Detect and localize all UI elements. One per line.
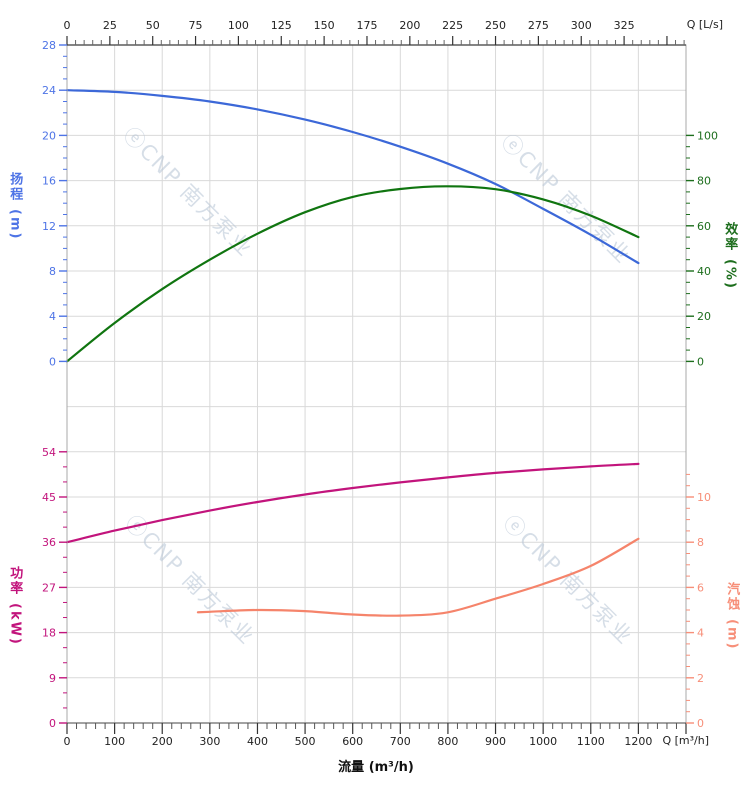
bottom-axis-tick-label: 100	[104, 735, 125, 748]
head-axis-tick-label: 28	[42, 39, 56, 52]
bottom-axis-tick-label: 400	[247, 735, 268, 748]
power-axis-tick-label: 18	[42, 627, 56, 640]
top-axis-tick-label: 250	[485, 19, 506, 32]
head-axis-name: 扬程	[7, 172, 23, 202]
bottom-axis-tick-label: 500	[295, 735, 316, 748]
npsh-axis-title: 汽蚀 (m)	[724, 582, 740, 651]
top-axis-tick-label: 175	[356, 19, 377, 32]
efficiency-axis-title: 效率 (%)	[722, 222, 738, 290]
power-axis-tick-label: 45	[42, 491, 56, 504]
power-curve	[65, 462, 640, 544]
efficiency-axis-tick-label: 100	[697, 129, 718, 142]
cnp-watermark: ⓔCNP 南方泵业	[118, 123, 257, 262]
efficiency-axis-unit: (%)	[722, 259, 738, 290]
npsh-curve	[196, 537, 640, 617]
npsh-axis-tick-label: 6	[697, 581, 704, 594]
bottom-axis-unit-label: Q [m³/h]	[662, 734, 709, 747]
top-axis-tick-label: 75	[189, 19, 203, 32]
efficiency-axis-name: 效率	[722, 222, 738, 252]
top-axis-tick-label: 325	[614, 19, 635, 32]
npsh-axis-unit: (m)	[724, 619, 740, 651]
bottom-axis-tick-label: 800	[437, 735, 458, 748]
power-axis-tick-label: 9	[49, 672, 56, 685]
top-axis-tick-label: 150	[314, 19, 335, 32]
power-axis-tick-label: 36	[42, 536, 56, 549]
bottom-axis-tick-label: 600	[342, 735, 363, 748]
efficiency-axis-tick-label: 20	[697, 310, 711, 323]
bottom-axis-tick-label: 1000	[529, 735, 557, 748]
power-axis-tick-label: 54	[42, 446, 56, 459]
efficiency-curve	[65, 185, 640, 363]
power-axis-tick-label: 0	[49, 717, 56, 730]
power-axis-name: 功率	[7, 566, 23, 596]
power-axis-tick-label: 27	[42, 581, 56, 594]
power-axis-title: 功率 (kW)	[7, 566, 23, 646]
npsh-axis-name: 汽蚀	[724, 582, 740, 612]
head-axis-title: 扬程 (m)	[7, 172, 23, 241]
top-axis-tick-label: 125	[271, 19, 292, 32]
head-axis-tick-label: 24	[42, 84, 56, 97]
efficiency-axis-tick-label: 40	[697, 265, 711, 278]
bottom-axis-tick-label: 900	[485, 735, 506, 748]
head-axis-tick-label: 4	[49, 310, 56, 323]
bottom-axis-tick-label: 200	[152, 735, 173, 748]
efficiency-axis-tick-label: 80	[697, 175, 711, 188]
bottom-axis-tick-label: 1200	[624, 735, 652, 748]
top-axis-tick-label: 200	[399, 19, 420, 32]
bottom-axis-tick-label: 300	[199, 735, 220, 748]
top-axis-unit-label: Q [L/s]	[686, 18, 723, 31]
top-axis-tick-label: 50	[146, 19, 160, 32]
top-axis-tick-label: 25	[103, 19, 117, 32]
head-axis-tick-label: 8	[49, 265, 56, 278]
top-axis-tick-label: 100	[228, 19, 249, 32]
bottom-axis-tick-label: 1100	[577, 735, 605, 748]
bottom-axis-tick-label: 700	[390, 735, 411, 748]
head-axis-tick-label: 20	[42, 129, 56, 142]
bottom-axis-tick-label: 0	[64, 735, 71, 748]
head-axis-unit: (m)	[7, 209, 23, 241]
npsh-axis-tick-label: 0	[697, 717, 704, 730]
cnp-watermark: ⓔCNP 南方泵业	[120, 511, 259, 650]
top-axis-tick-label: 300	[571, 19, 592, 32]
head-axis-tick-label: 12	[42, 220, 56, 233]
cnp-watermark: ⓔCNP 南方泵业	[498, 511, 637, 650]
npsh-axis-tick-label: 4	[697, 627, 704, 640]
head-axis-tick-label: 0	[49, 355, 56, 368]
efficiency-axis-tick-label: 0	[697, 355, 704, 368]
flow-axis-title: 流量 (m³/h)	[338, 760, 414, 775]
head-curve	[65, 89, 640, 265]
top-axis-tick-label: 225	[442, 19, 463, 32]
head-axis-tick-label: 16	[42, 175, 56, 188]
power-axis-unit: (kW)	[7, 603, 23, 646]
efficiency-axis-tick-label: 60	[697, 220, 711, 233]
npsh-axis-tick-label: 10	[697, 491, 711, 504]
npsh-axis-tick-label: 2	[697, 672, 704, 685]
npsh-axis-tick-label: 8	[697, 536, 704, 549]
top-axis-tick-label: 275	[528, 19, 549, 32]
top-axis-tick-label: 0	[64, 19, 71, 32]
